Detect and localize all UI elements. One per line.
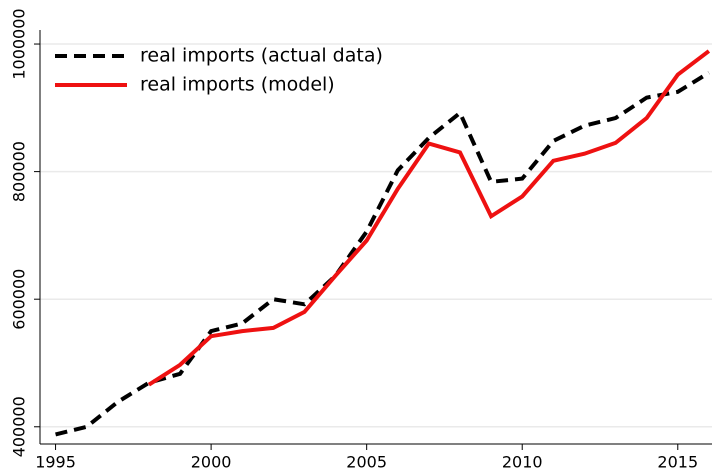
x-tick-label: 1995 [35, 453, 76, 472]
y-tick-label: 1000000 [10, 8, 29, 79]
y-tick-label: 400000 [10, 396, 29, 457]
legend: real imports (actual data) real imports (… [55, 45, 383, 96]
legend-label: real imports (actual data) [140, 45, 383, 67]
y-tick-label: 800000 [10, 141, 29, 202]
data-line [55, 71, 710, 437]
x-tick-label: 2010 [502, 453, 543, 472]
legend-label: real imports (model) [140, 74, 335, 96]
x-tick-label: 2015 [657, 453, 698, 472]
data-line [147, 49, 711, 387]
x-tick-label: 2005 [346, 453, 387, 472]
x-tick-label: 2000 [191, 453, 232, 472]
y-tick-label: 600000 [10, 269, 29, 330]
